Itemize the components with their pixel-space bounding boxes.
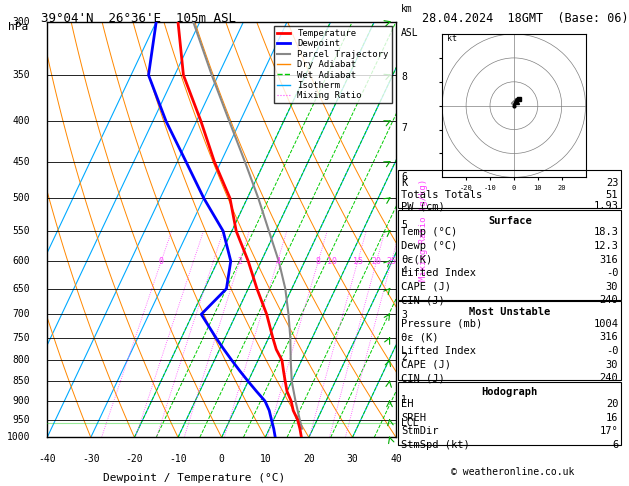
Text: 6: 6	[401, 172, 407, 182]
Text: 700: 700	[13, 309, 30, 319]
Text: 30: 30	[606, 282, 618, 292]
Text: Mixing Ratio (g/kg): Mixing Ratio (g/kg)	[420, 178, 428, 281]
Text: 15: 15	[353, 257, 363, 265]
Text: Dewp (°C): Dewp (°C)	[401, 241, 457, 251]
Text: 850: 850	[13, 376, 30, 386]
Text: 40: 40	[390, 454, 402, 464]
Text: 10: 10	[259, 454, 271, 464]
Text: 20: 20	[606, 399, 618, 409]
Text: StmDir: StmDir	[401, 426, 439, 436]
Text: 240: 240	[599, 295, 618, 306]
Text: hPa: hPa	[8, 22, 28, 32]
Text: 316: 316	[599, 255, 618, 265]
Text: 20: 20	[303, 454, 314, 464]
Text: 1: 1	[401, 395, 407, 405]
Text: 1000: 1000	[7, 433, 30, 442]
Text: Lifted Index: Lifted Index	[401, 268, 476, 278]
Text: 0: 0	[159, 257, 164, 265]
Text: CAPE (J): CAPE (J)	[401, 282, 451, 292]
Text: 10: 10	[327, 257, 337, 265]
Text: Dewpoint / Temperature (°C): Dewpoint / Temperature (°C)	[103, 473, 285, 483]
Text: 30: 30	[606, 360, 618, 370]
Text: Temp (°C): Temp (°C)	[401, 227, 457, 238]
Text: 240: 240	[599, 373, 618, 383]
Text: θε(K): θε(K)	[401, 255, 433, 265]
Text: Hodograph: Hodograph	[482, 387, 538, 398]
Text: 1.93: 1.93	[593, 201, 618, 211]
Text: 18.3: 18.3	[593, 227, 618, 238]
Text: 8: 8	[316, 257, 321, 265]
Text: 750: 750	[13, 333, 30, 343]
Text: 2: 2	[237, 257, 242, 265]
Text: CIN (J): CIN (J)	[401, 295, 445, 306]
Text: 4: 4	[401, 266, 407, 276]
Text: Most Unstable: Most Unstable	[469, 307, 550, 317]
Text: 7: 7	[401, 123, 407, 133]
Text: 28.04.2024  18GMT  (Base: 06): 28.04.2024 18GMT (Base: 06)	[422, 12, 628, 25]
Text: StmSpd (kt): StmSpd (kt)	[401, 440, 470, 450]
Text: 20: 20	[372, 257, 382, 265]
Text: 25: 25	[387, 257, 396, 265]
Text: -0: -0	[606, 268, 618, 278]
Text: 600: 600	[13, 256, 30, 266]
Text: -20: -20	[126, 454, 143, 464]
Text: EH: EH	[401, 399, 414, 409]
Text: -40: -40	[38, 454, 56, 464]
Text: CAPE (J): CAPE (J)	[401, 360, 451, 370]
Text: 900: 900	[13, 396, 30, 406]
Text: 6: 6	[612, 440, 618, 450]
Text: km: km	[401, 3, 413, 14]
Text: 450: 450	[13, 157, 30, 167]
Text: K: K	[401, 178, 408, 188]
Text: 16: 16	[606, 413, 618, 423]
Text: 316: 316	[599, 332, 618, 343]
Text: θε (K): θε (K)	[401, 332, 439, 343]
Text: 2: 2	[401, 352, 407, 363]
Text: 12.3: 12.3	[593, 241, 618, 251]
Text: CIN (J): CIN (J)	[401, 373, 445, 383]
Text: 51: 51	[606, 190, 618, 200]
Text: 8: 8	[401, 72, 407, 82]
Text: 950: 950	[13, 415, 30, 425]
Legend: Temperature, Dewpoint, Parcel Trajectory, Dry Adiabat, Wet Adiabat, Isotherm, Mi: Temperature, Dewpoint, Parcel Trajectory…	[274, 26, 392, 103]
Text: 5: 5	[401, 220, 407, 230]
Text: 1004: 1004	[593, 319, 618, 329]
Text: 400: 400	[13, 116, 30, 126]
Text: 300: 300	[13, 17, 30, 27]
Text: 650: 650	[13, 284, 30, 294]
Text: LCL: LCL	[401, 418, 419, 428]
Text: kt: kt	[447, 34, 457, 43]
Text: 39°04'N  26°36'E  105m ASL: 39°04'N 26°36'E 105m ASL	[41, 12, 236, 25]
Text: 0: 0	[219, 454, 225, 464]
Text: Surface: Surface	[488, 216, 532, 226]
Text: 4: 4	[275, 257, 280, 265]
Text: 30: 30	[347, 454, 359, 464]
Text: PW (cm): PW (cm)	[401, 201, 445, 211]
Text: 800: 800	[13, 355, 30, 365]
Text: Totals Totals: Totals Totals	[401, 190, 482, 200]
Text: -0: -0	[606, 346, 618, 356]
Text: -10: -10	[169, 454, 187, 464]
Text: 350: 350	[13, 70, 30, 80]
Text: Lifted Index: Lifted Index	[401, 346, 476, 356]
Text: ASL: ASL	[401, 28, 419, 38]
Text: © weatheronline.co.uk: © weatheronline.co.uk	[451, 467, 574, 477]
Text: 17°: 17°	[599, 426, 618, 436]
Text: 500: 500	[13, 193, 30, 203]
Text: 23: 23	[606, 178, 618, 188]
Text: 550: 550	[13, 226, 30, 236]
Text: Pressure (mb): Pressure (mb)	[401, 319, 482, 329]
Text: SREH: SREH	[401, 413, 426, 423]
Text: -30: -30	[82, 454, 99, 464]
Text: 3: 3	[401, 310, 407, 320]
